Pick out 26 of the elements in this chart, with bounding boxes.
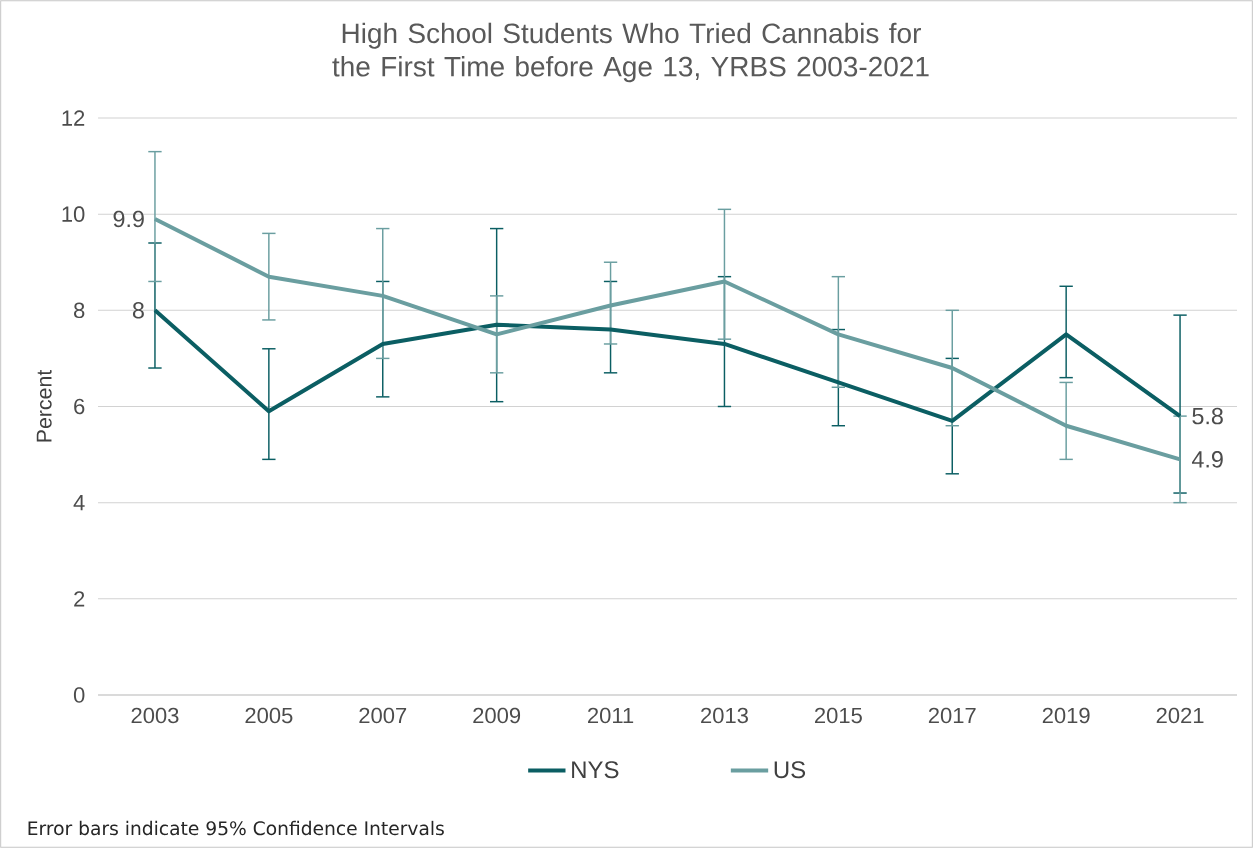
y-tick-label: 2 [74, 591, 85, 607]
x-tick-label: 2003 [131, 707, 179, 724]
data-label: 9.9 [113, 210, 144, 228]
x-tick-label: 2007 [359, 707, 407, 724]
x-tick-label: 2021 [1156, 707, 1204, 724]
x-tick-label: 2013 [701, 707, 748, 724]
x-tick-label: 2017 [928, 707, 976, 724]
legend-label: NYS [572, 761, 619, 779]
x-tick-label: 2005 [245, 707, 293, 724]
y-tick-label: 8 [74, 302, 85, 319]
y-tick-label: 10 [62, 206, 85, 222]
data-label: 4.9 [1191, 451, 1223, 468]
legend-label: US [774, 761, 806, 779]
y-axis-title: Percent [36, 369, 52, 442]
y-tick-label: 0 [73, 687, 85, 703]
chart-title: High School Students Who Tried Cannabis for the First Time before Age 13, YRBS 2003-2021 [332, 22, 929, 83]
y-tick-label: 6 [74, 398, 85, 415]
data-label: 8 [132, 302, 144, 319]
data-label: 5.8 [1192, 407, 1223, 425]
x-tick-label: 2015 [814, 707, 862, 724]
x-tick-label: 2009 [473, 707, 521, 724]
x-tick-label: 2019 [1042, 707, 1090, 724]
y-tick-label: 4 [73, 495, 85, 511]
x-tick-label: 2011 [588, 707, 634, 724]
y-tick-label: 12 [62, 110, 85, 126]
text: Error bars indicate 95% Confidence Intervals [28, 820, 444, 836]
